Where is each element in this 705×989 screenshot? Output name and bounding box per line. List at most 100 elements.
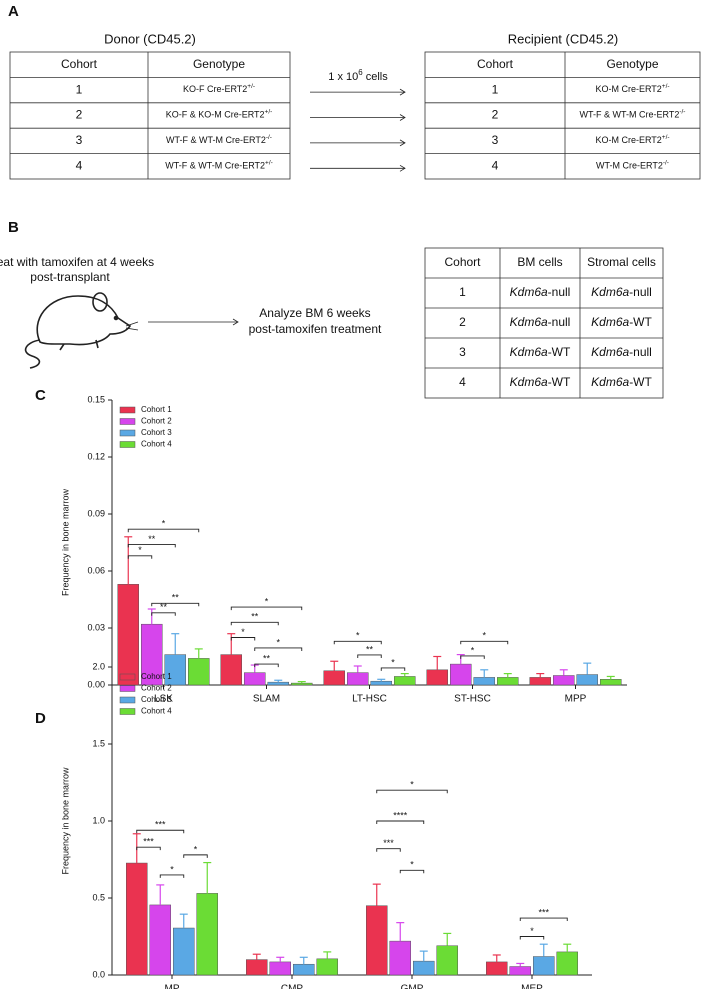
x-tick-label: LT-HSC [352, 694, 387, 705]
text-part: -null [548, 285, 571, 299]
significance-label: ** [148, 534, 156, 544]
table-cell: KO-F Cre-ERT2+/- [183, 83, 255, 94]
bar [529, 677, 551, 686]
bar [347, 672, 369, 686]
error-bar [274, 679, 283, 683]
panel-label: D [35, 710, 46, 727]
analysis-text: post-tamoxifen treatment [249, 322, 382, 336]
error-bar [563, 943, 572, 952]
text-part: Kdm6a [510, 315, 548, 329]
error-bar [400, 672, 409, 677]
significance-bracket [151, 612, 176, 616]
error-bar [419, 950, 428, 962]
table-header: BM cells [517, 255, 562, 269]
text-part: Kdm6a [510, 375, 548, 389]
legend-label: Cohort 1 [141, 405, 172, 414]
error-bar [194, 648, 203, 659]
error-bar [227, 633, 236, 655]
table-cell: Kdm6a-WT [591, 375, 652, 389]
significance-label: *** [155, 820, 166, 830]
text-part: -WT [548, 345, 571, 359]
mouse-body [36, 295, 132, 346]
bar [556, 951, 578, 976]
mouse-tail [24, 339, 41, 369]
significance-label: * [138, 545, 142, 555]
significance-label: * [276, 637, 280, 647]
bar [220, 654, 242, 686]
significance-bracket [230, 621, 279, 626]
y-tick-label: 0.12 [87, 451, 105, 461]
legend-label: Cohort 1 [141, 672, 172, 681]
transfer-label: 1 x 106 cells [328, 68, 388, 83]
table-cell: 3 [459, 345, 466, 359]
x-tick-label: MEP [521, 984, 543, 989]
significance-bracket [333, 640, 382, 645]
error-bar [480, 669, 489, 678]
text-part: Kdm6a [591, 315, 629, 329]
significance-bracket [127, 555, 153, 559]
y-tick-label: 0.00 [87, 679, 105, 689]
table-cell: WT-F & WT-M Cre-ERT2+/- [165, 160, 273, 171]
x-tick-label: MPP [565, 694, 587, 705]
text-part: -null [629, 345, 652, 359]
table-cell: Kdm6a-null [510, 285, 571, 299]
x-tick-label: LSK [154, 694, 173, 705]
y-tick-label: 2.0 [92, 661, 105, 671]
table-cell: 4 [492, 158, 499, 172]
panel-label: C [35, 387, 46, 404]
table-cell: KO-M Cre-ERT2+/- [595, 134, 669, 145]
significance-bracket [460, 655, 485, 659]
text-part: +/- [247, 83, 255, 90]
text-part: +/- [662, 134, 670, 141]
x-tick-label: MP [165, 984, 180, 989]
significance-label: ** [263, 653, 271, 663]
significance-bracket [519, 936, 545, 940]
legend-label: Cohort 4 [141, 440, 172, 449]
error-bar [124, 536, 133, 585]
table-border [9, 51, 291, 180]
significance-bracket [254, 647, 303, 651]
text-part: WT-F & WT-M Cre-ERT2 [165, 161, 265, 171]
bar [509, 966, 531, 976]
significance-label: * [265, 596, 269, 606]
text-part: -null [548, 315, 571, 329]
bar [486, 961, 508, 976]
significance-label: * [241, 627, 245, 637]
bar [173, 927, 195, 976]
error-bar [377, 678, 386, 682]
significance-bracket [376, 789, 448, 794]
arrow-head [399, 114, 406, 121]
bar [188, 658, 210, 686]
text-part: Kdm6a [591, 375, 629, 389]
bar [366, 905, 388, 976]
significance-bracket [230, 637, 256, 641]
significance-label: *** [538, 907, 549, 917]
panel-label: A [8, 3, 19, 20]
arrow-head [399, 88, 406, 96]
significance-bracket [151, 602, 200, 607]
error-bar [503, 672, 512, 678]
bar [149, 904, 171, 976]
mouse-eye [113, 315, 119, 321]
legend-swatch [119, 441, 136, 448]
text-part: -null [629, 285, 652, 299]
error-bar [559, 669, 568, 676]
error-bar [583, 662, 592, 675]
error-bar [539, 943, 548, 957]
text-part: WT-F & WT-M Cre-ERT2 [166, 135, 266, 145]
error-bar [156, 884, 165, 905]
panel-label: B [8, 219, 19, 236]
text-part: KO-F Cre-ERT2 [183, 84, 247, 94]
significance-bracket [127, 543, 176, 548]
table-header: Genotype [606, 57, 658, 71]
table-cell: WT-F & WT-M Cre-ERT2-/- [580, 109, 686, 120]
bar [291, 682, 313, 686]
legend-swatch [119, 429, 136, 437]
legend-swatch [119, 418, 136, 425]
table-cell: Kdm6a-null [510, 315, 571, 329]
bar [293, 963, 315, 976]
table-cell: Kdm6a-null [591, 285, 652, 299]
x-tick-label: CMP [281, 984, 304, 989]
significance-bracket [136, 846, 161, 851]
error-bar [492, 954, 501, 962]
